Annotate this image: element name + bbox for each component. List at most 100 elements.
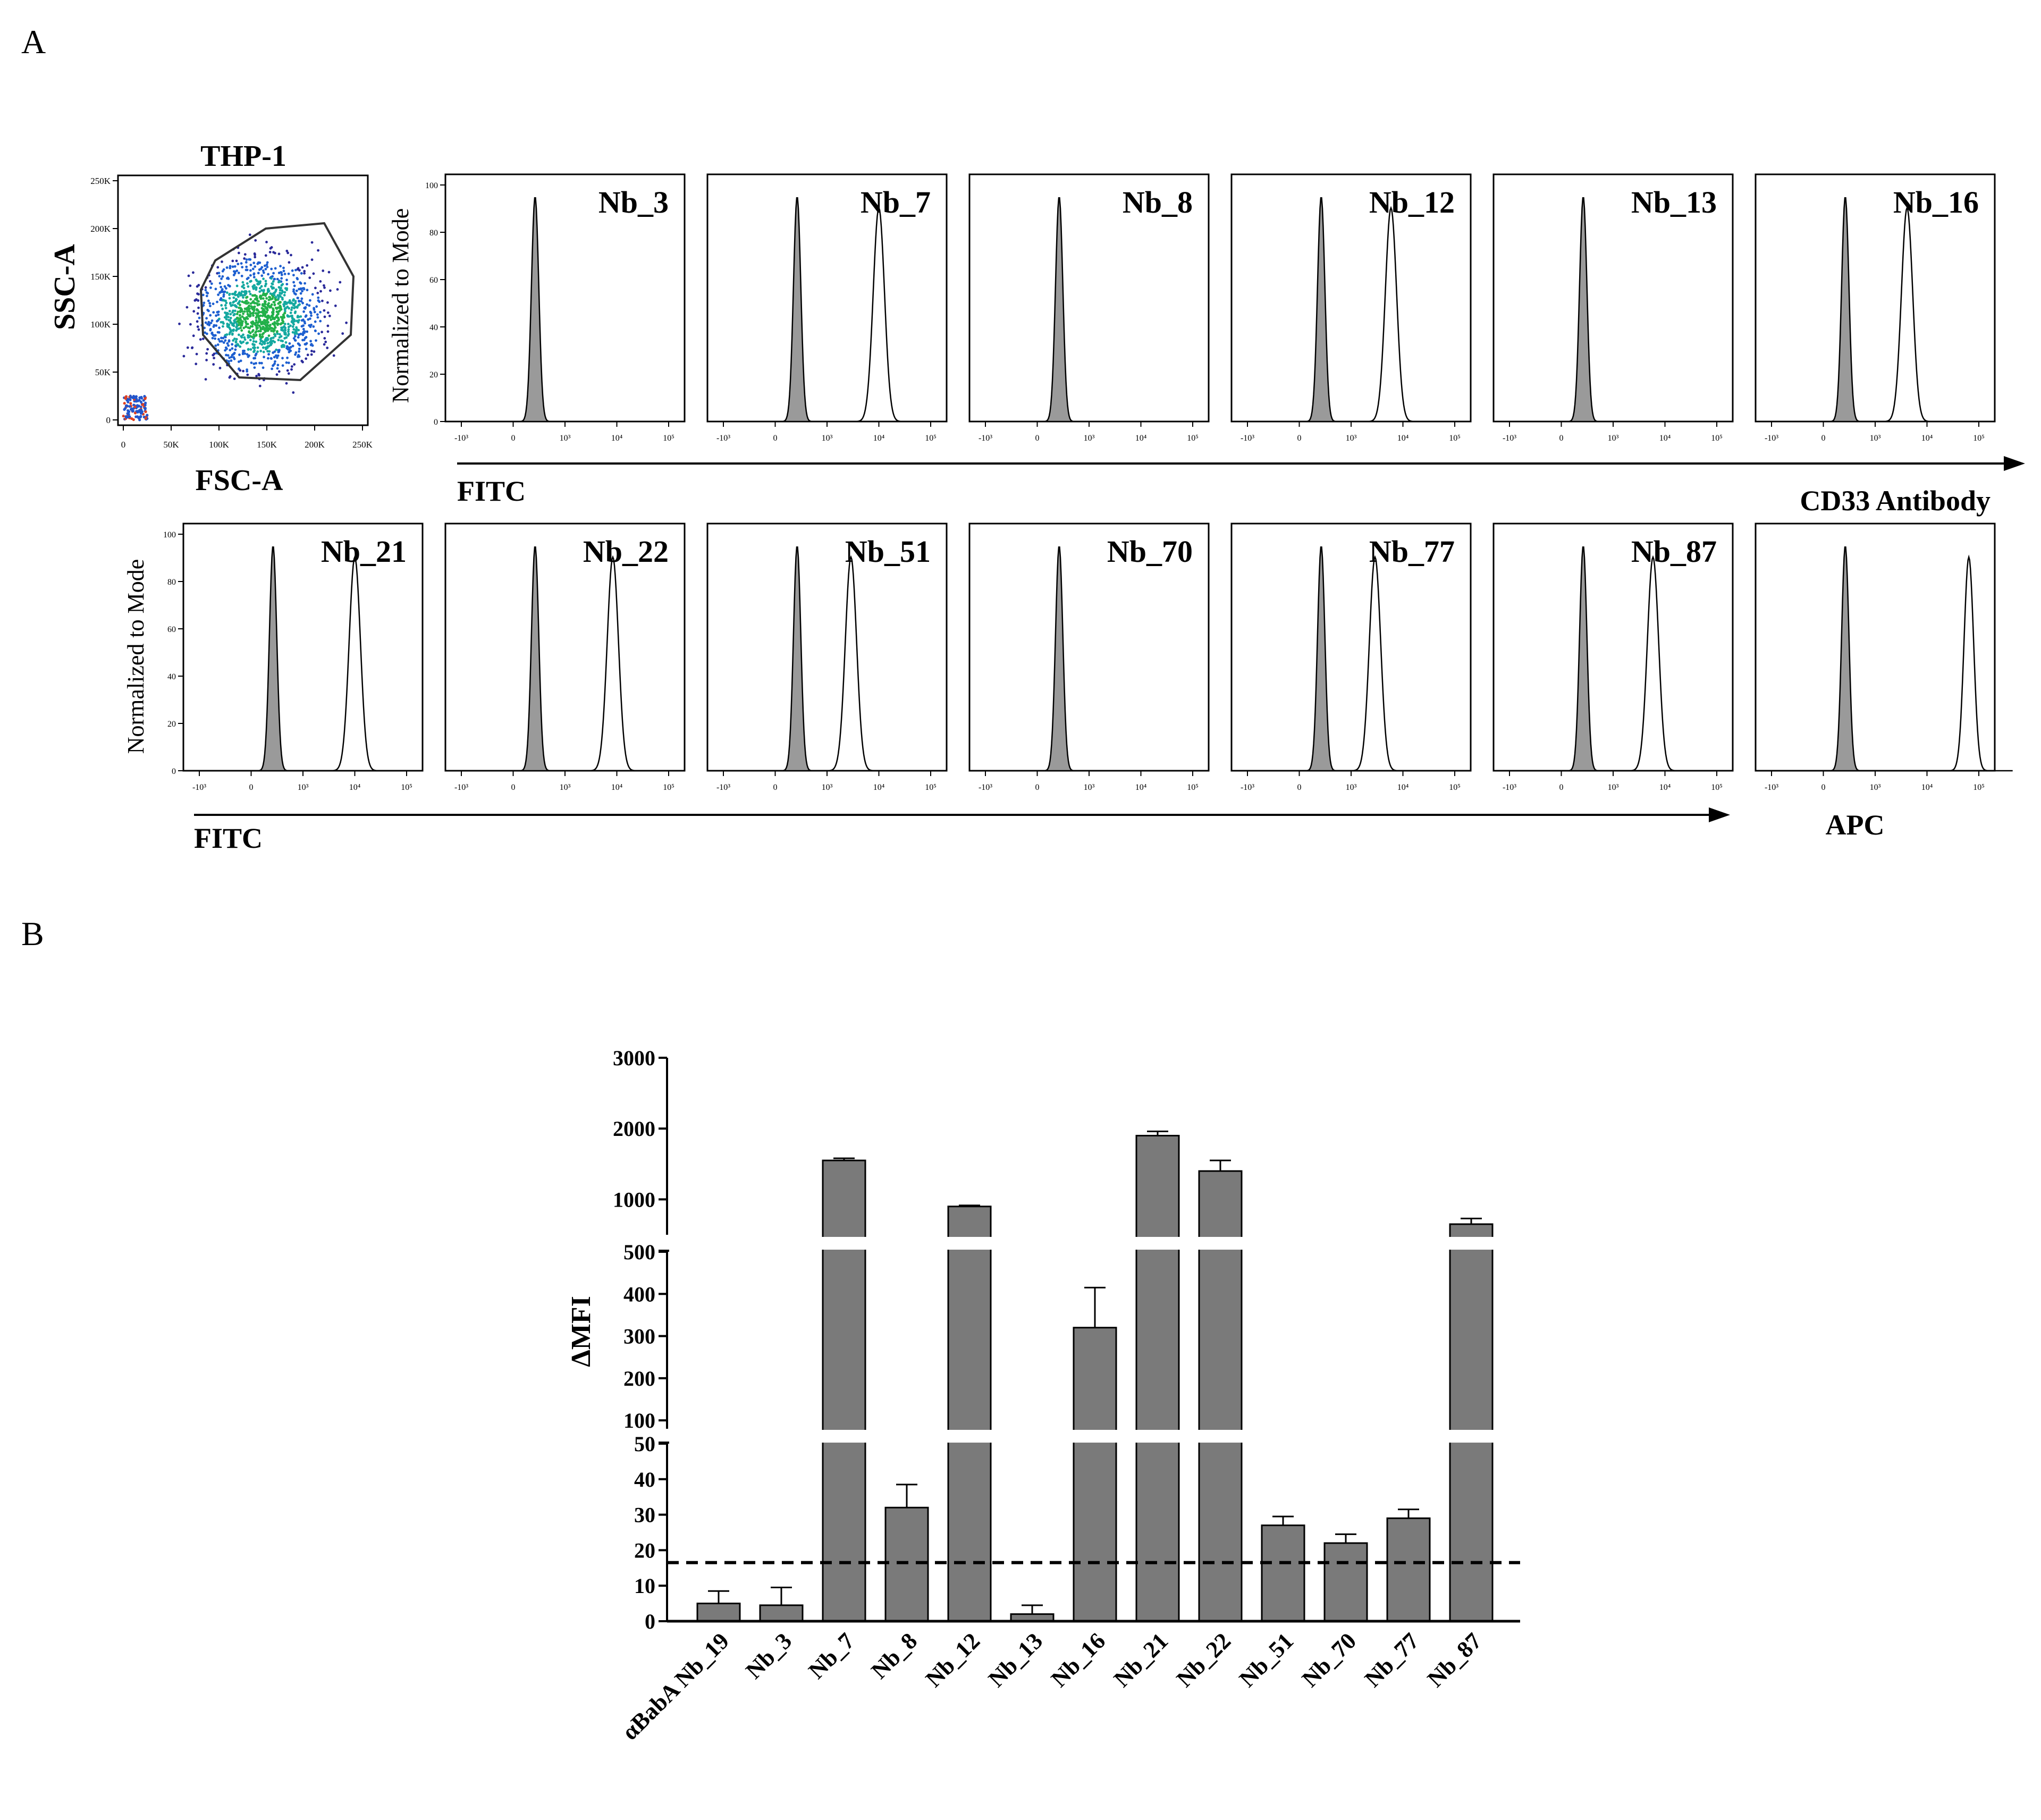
scatter-dot [238, 292, 240, 295]
scatter-dot [234, 348, 237, 351]
scatter-dot [269, 318, 273, 322]
scatter-dot [318, 300, 321, 304]
scatter-dot [225, 314, 228, 317]
scatter-dot [224, 307, 227, 309]
scatter-dot [267, 302, 270, 305]
scatter-dot [297, 328, 300, 332]
histogram-label: Nb_7 [861, 185, 931, 220]
scatter-dot [294, 268, 297, 272]
histogram-frame [1755, 523, 1996, 772]
scatter-dot [278, 280, 281, 283]
hist-x-tick-label: 10³ [1346, 434, 1357, 443]
scatter-dot [334, 304, 337, 307]
scatter-dot [241, 266, 244, 268]
scatter-dot [231, 259, 234, 263]
scatter-dot [279, 305, 282, 308]
scatter-dot [237, 344, 240, 347]
scatter-dot [255, 330, 258, 333]
scatter-dot [275, 310, 279, 313]
scatter-dot [290, 368, 293, 371]
scatter-dot [252, 350, 255, 353]
scatter-dot [291, 319, 293, 323]
scatter-dot [240, 335, 243, 338]
scatter-dot [275, 354, 277, 357]
scatter-dot [222, 341, 225, 344]
debris-dot [135, 398, 138, 401]
hist-x-tick-label: -10³ [979, 783, 992, 792]
hist-x-tick-label: 10⁵ [1187, 783, 1199, 792]
scatter-dot [301, 301, 304, 305]
scatter-dot [266, 318, 268, 322]
scatter-dot [249, 292, 252, 296]
scatter-dot [253, 366, 256, 369]
scatter-dot [273, 301, 276, 304]
scatter-frame [117, 174, 369, 426]
histogram-label: Nb_77 [1369, 534, 1455, 569]
bar [696, 1603, 741, 1622]
hist-x-tick-label: 0 [1821, 783, 1826, 792]
sample-histogram [1925, 554, 2013, 772]
hist-x-tick-label: 10⁵ [925, 434, 937, 443]
hist-x-tick-label: 10⁴ [1921, 783, 1933, 792]
scatter-dot [326, 347, 329, 349]
scatter-dot [231, 347, 234, 350]
scatter-dot [290, 308, 293, 311]
scatter-dot [288, 299, 291, 302]
scatter-dot [285, 347, 288, 350]
hist-x-tick-label: 10⁴ [873, 434, 885, 443]
scatter-dot [235, 338, 238, 341]
scatter-dot [287, 323, 290, 325]
scatter-dot [260, 322, 263, 325]
hist-x-tick-label: 10⁵ [925, 783, 937, 792]
scatter-dot [280, 277, 283, 280]
scatter-dot [278, 336, 281, 339]
scatter-dot [229, 316, 232, 319]
scatter-dot [195, 363, 198, 366]
scatter-dot [255, 319, 258, 322]
scatter-dot [283, 273, 286, 275]
scatter-dots [122, 233, 348, 422]
scatter-dot [266, 315, 268, 318]
scatter-dot [293, 339, 297, 342]
scatter-dot [274, 251, 276, 255]
scatter-dot [264, 302, 267, 306]
scatter-dot [244, 261, 248, 264]
scatter-dot [216, 343, 220, 346]
scatter-dot [317, 249, 319, 252]
scatter-dot [244, 320, 247, 323]
bar [1323, 1542, 1368, 1622]
scatter-dot [305, 314, 308, 317]
scatter-dot [232, 339, 235, 342]
scatter-dot [258, 310, 260, 314]
hist-x-tick-label: 0 [511, 783, 516, 792]
scatter-dot [264, 254, 267, 257]
histogram-label: Nb_12 [1369, 185, 1455, 220]
scatter-dot [288, 350, 291, 353]
scatter-dot [224, 349, 226, 352]
scatter-x-tick-label: 150K [257, 440, 277, 450]
scatter-dot [246, 368, 248, 371]
scatter-dot [242, 349, 244, 352]
scatter-dot [291, 331, 294, 334]
scatter-dot [317, 332, 320, 335]
scatter-dot [257, 300, 260, 303]
scatter-dot [257, 373, 260, 376]
scatter-dot [253, 335, 256, 338]
scatter-dot [258, 287, 262, 290]
hist-x-tick-label: 0 [511, 434, 516, 443]
hist-x-tick-label: 10⁴ [611, 434, 623, 443]
histogram-label: Nb_70 [1107, 534, 1193, 569]
scatter-dot [273, 327, 275, 331]
scatter-dot [234, 309, 237, 313]
scatter-dot [196, 325, 199, 328]
scatter-dot [264, 300, 267, 303]
scatter-dot [252, 363, 256, 365]
scatter-dot [305, 342, 308, 345]
scatter-dot [264, 267, 267, 271]
debris-dot [144, 417, 147, 420]
scatter-dot [224, 304, 227, 307]
scatter-dot [249, 325, 252, 328]
scatter-dot [282, 303, 285, 306]
scatter-dot [197, 293, 200, 296]
scatter-dot [241, 352, 244, 356]
